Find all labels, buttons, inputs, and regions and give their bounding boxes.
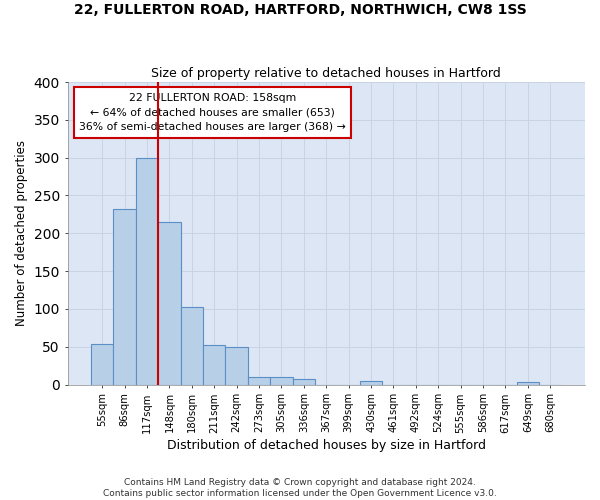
Bar: [136, 158, 158, 384]
Bar: [203, 345, 226, 385]
Bar: [248, 377, 270, 384]
Bar: [360, 381, 382, 384]
Text: 22 FULLERTON ROAD: 158sqm
← 64% of detached houses are smaller (653)
36% of semi: 22 FULLERTON ROAD: 158sqm ← 64% of detac…: [79, 92, 346, 132]
Bar: [270, 377, 293, 384]
Bar: [113, 209, 136, 384]
Bar: [158, 222, 181, 384]
Bar: [226, 348, 248, 385]
Bar: [91, 344, 113, 385]
Bar: [517, 382, 539, 384]
Title: Size of property relative to detached houses in Hartford: Size of property relative to detached ho…: [151, 66, 501, 80]
Text: Contains HM Land Registry data © Crown copyright and database right 2024.
Contai: Contains HM Land Registry data © Crown c…: [103, 478, 497, 498]
Y-axis label: Number of detached properties: Number of detached properties: [15, 140, 28, 326]
Bar: [293, 379, 315, 384]
X-axis label: Distribution of detached houses by size in Hartford: Distribution of detached houses by size …: [167, 440, 486, 452]
Bar: [181, 306, 203, 384]
Text: 22, FULLERTON ROAD, HARTFORD, NORTHWICH, CW8 1SS: 22, FULLERTON ROAD, HARTFORD, NORTHWICH,…: [74, 2, 526, 16]
